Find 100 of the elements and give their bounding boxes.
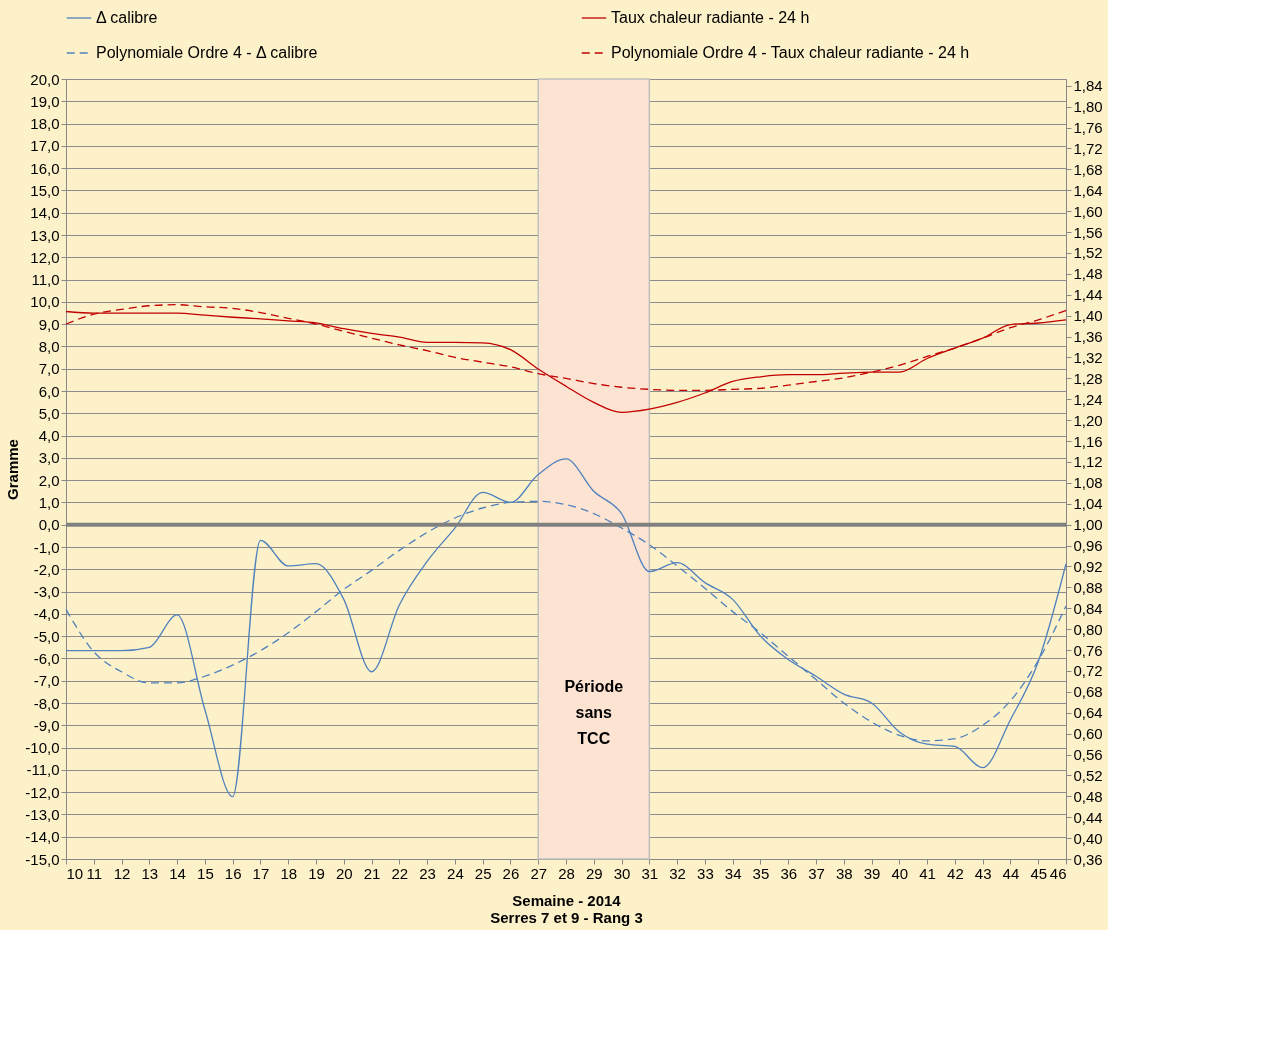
y2-tick-label: 1,12	[1073, 453, 1103, 471]
x-tick-label: 30	[613, 864, 631, 882]
y2-tick-label: 1,04	[1073, 495, 1103, 513]
x-tick-label: 27	[530, 864, 548, 882]
y-tick-label: 7,0	[38, 360, 60, 378]
y2-tick-label: 1,64	[1073, 181, 1103, 199]
y2-tick-label: 1,16	[1073, 432, 1103, 450]
x-tick-label: 42	[947, 864, 964, 882]
x-tick-label: 25	[474, 864, 492, 882]
y2-tick-label: 0,48	[1073, 787, 1103, 805]
x-tick-label: 46	[1049, 864, 1067, 882]
x-tick-label: 22	[391, 864, 409, 882]
y-tick-label: 16,0	[30, 159, 60, 177]
y2-tick-label: 0,36	[1073, 850, 1103, 868]
y-tick-label: -4,0	[33, 605, 60, 623]
y-tick-label: -5,0	[33, 627, 60, 645]
y2-tick-label: 1,52	[1073, 244, 1103, 262]
y-tick-label: 19,0	[30, 92, 60, 110]
x-tick-label: 31	[641, 864, 659, 882]
x-tick-label: 19	[308, 864, 325, 882]
y2-tick-label: 0,84	[1073, 599, 1103, 617]
x-tick-label: 28	[558, 864, 575, 882]
x-tick-label: 36	[780, 864, 798, 882]
y-tick-label: 11,0	[31, 271, 60, 289]
y-tick-label: 8,0	[38, 337, 60, 355]
y2-tick-label: 1,60	[1073, 202, 1103, 220]
y2-tick-label: 1,08	[1073, 474, 1103, 492]
x-tick-label: 17	[252, 864, 270, 882]
y-tick-label: 6,0	[38, 382, 60, 400]
y2-tick-label: 1,28	[1073, 369, 1103, 387]
y-tick-label: 1,0	[38, 493, 60, 511]
y2-tick-label: 1,24	[1073, 390, 1103, 408]
y-tick-label: -9,0	[33, 716, 60, 734]
y2-tick-label: 1,80	[1073, 98, 1103, 116]
band-label: Période sans TCC	[564, 678, 624, 748]
y-tick-label: 4,0	[38, 427, 60, 445]
x-tick-label: 20	[335, 864, 353, 882]
x-tick-label: 33	[697, 864, 714, 882]
y2-tick-label: 0,60	[1073, 725, 1103, 743]
legend-label: Taux chaleur radiante - 24 h	[611, 9, 810, 26]
y-tick-label: 13,0	[30, 226, 60, 244]
x-tick-label: 24	[447, 864, 464, 882]
y2-tick-label: 1,68	[1073, 160, 1103, 178]
y2-tick-label: 1,44	[1073, 286, 1103, 304]
y2-tick-label: 0,76	[1073, 641, 1103, 659]
x-tick-label: 45	[1030, 864, 1048, 882]
line-series	[65, 458, 1067, 798]
y-tick-label: -8,0	[33, 694, 60, 712]
y2-tick-label: 1,48	[1073, 265, 1103, 283]
y2-tick-label: 1,56	[1073, 223, 1103, 241]
y-tick-label: 10,0	[30, 293, 60, 311]
y2-tick-label: 0,44	[1073, 808, 1103, 826]
y2-tick-label: 0,68	[1073, 683, 1103, 701]
y2-tick-label: 0,80	[1073, 620, 1103, 638]
x-tick-label: 41	[919, 864, 936, 882]
x-tick-label: 15	[197, 864, 214, 882]
y-axis-title: Gramme	[4, 439, 22, 500]
legend-label: Polynomiale Ordre 4 - Taux chaleur radiante - 24 h	[611, 44, 970, 61]
y-tick-label: 3,0	[38, 449, 60, 467]
y2-tick-label: 1,00	[1073, 516, 1103, 534]
x-tick-label: 35	[752, 864, 770, 882]
y-tick-label: 5,0	[38, 404, 60, 422]
y-tick-label: -7,0	[33, 672, 60, 690]
x-tick-label: 11	[86, 864, 103, 882]
x-axis-title: Semaine - 2014	[512, 891, 622, 909]
y-tick-label: -11,0	[26, 761, 60, 779]
x-tick-label: 44	[1002, 864, 1020, 882]
x-tick-label: 43	[974, 864, 992, 882]
y2-tick-label: 0,56	[1073, 746, 1103, 764]
x-tick-label: 40	[891, 864, 909, 882]
x-tick-label: 29	[585, 864, 603, 882]
legend-label: Polynomiale Ordre 4 - Δ calibre	[96, 44, 318, 61]
y-tick-label: 2,0	[38, 471, 60, 489]
y2-tick-label: 0,52	[1073, 766, 1103, 784]
y-tick-label: -15,0	[25, 850, 60, 868]
x-tick-label: 26	[502, 864, 520, 882]
y-tick-label: -3,0	[33, 583, 60, 601]
x-tick-label: 23	[419, 864, 436, 882]
x-tick-label: 21	[363, 864, 381, 882]
y2-tick-label: 0,96	[1073, 537, 1103, 555]
x-tick-label: 12	[113, 864, 131, 882]
y2-tick-label: 1,20	[1073, 411, 1103, 429]
y2-tick-label: 0,64	[1073, 704, 1103, 722]
y-tick-label: -2,0	[33, 560, 60, 578]
y-tick-label: 18,0	[30, 115, 60, 133]
y-tick-label: -6,0	[33, 649, 60, 667]
x-tick-label: 34	[724, 864, 742, 882]
y-tick-label: 0,0	[38, 516, 60, 534]
y-tick-label: -14,0	[25, 828, 60, 846]
x-tick-label: 37	[808, 864, 825, 882]
y2-tick-label: 1,72	[1073, 139, 1103, 157]
y-tick-label: 15,0	[30, 181, 60, 199]
y2-tick-label: 0,72	[1073, 662, 1103, 680]
y2-tick-label: 1,32	[1073, 348, 1103, 366]
y2-tick-label: 0,40	[1073, 829, 1103, 847]
y-tick-label: -1,0	[33, 538, 60, 556]
x-tick-label: 39	[863, 864, 881, 882]
x-tick-label: 13	[141, 864, 159, 882]
x-tick-label: 10	[66, 864, 84, 882]
y-tick-label: 14,0	[30, 204, 60, 222]
